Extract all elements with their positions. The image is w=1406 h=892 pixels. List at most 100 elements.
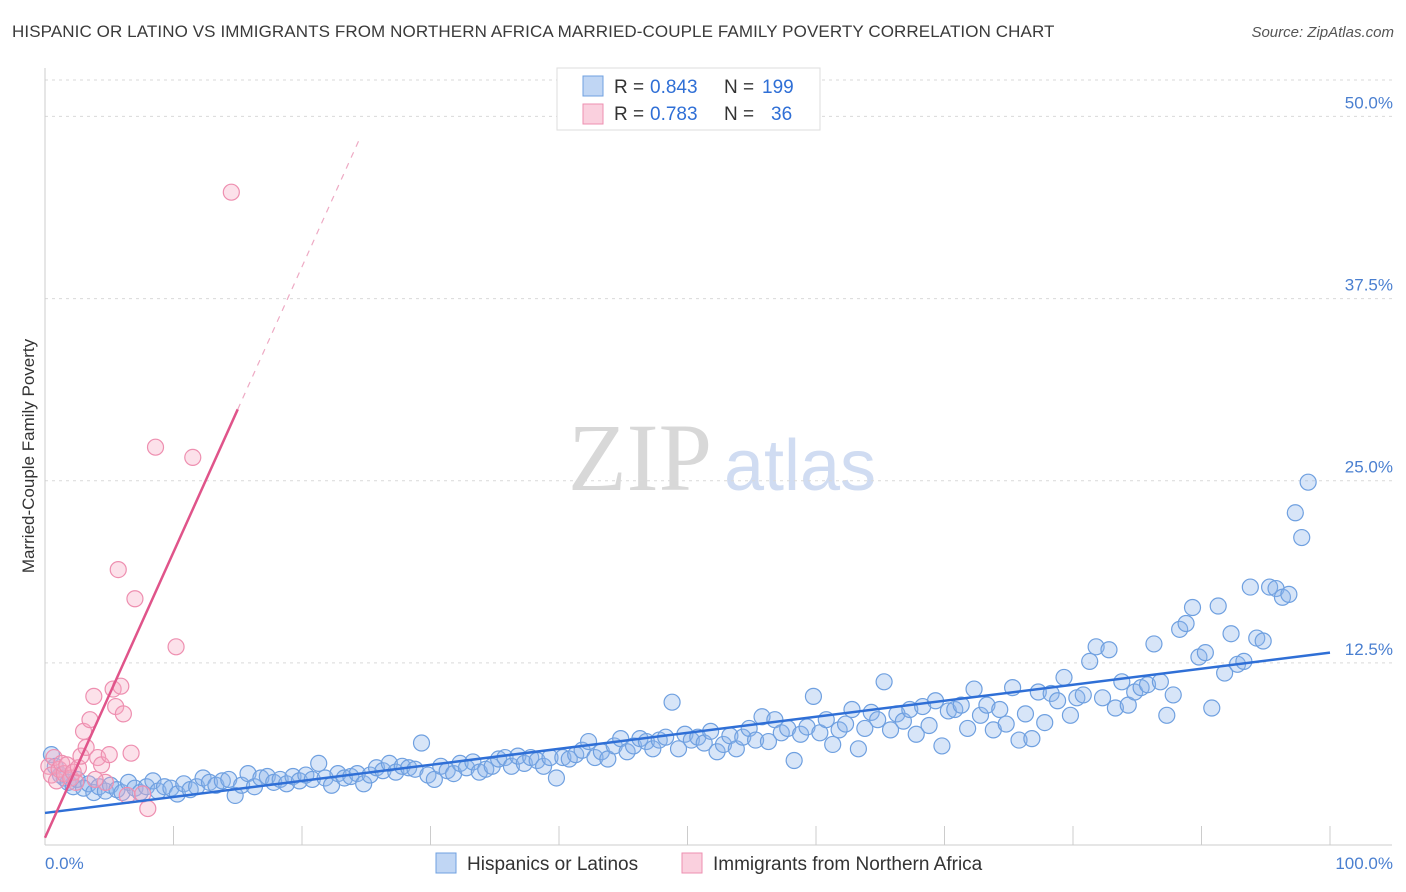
point-hispanics <box>849 740 868 758</box>
point-hispanics <box>1241 578 1259 596</box>
point-northern-africa <box>100 746 118 764</box>
point-hispanics <box>1235 652 1253 671</box>
y-tick-label: 50.0% <box>1345 93 1393 112</box>
point-northern-africa <box>122 744 140 762</box>
bottom-legend-label-hispanics: Hispanics or Latinos <box>467 854 638 875</box>
point-hispanics <box>824 735 842 754</box>
point-hispanics <box>907 725 925 743</box>
point-hispanics <box>881 721 900 739</box>
point-northern-africa <box>167 638 185 656</box>
point-hispanics <box>1016 705 1035 723</box>
point-hispanics <box>971 706 990 724</box>
point-hispanics <box>991 700 1009 719</box>
trend-lines <box>43 138 1331 839</box>
watermark: ZIP atlas <box>568 404 876 511</box>
point-hispanics <box>952 696 970 714</box>
bottom-legend-swatch-pink <box>681 852 703 874</box>
axes <box>44 68 1392 846</box>
point-hispanics <box>1171 620 1189 638</box>
point-hispanics <box>1138 676 1157 694</box>
point-hispanics <box>869 711 887 729</box>
point-hispanics <box>1286 504 1304 522</box>
legend-n-value-2: 36 <box>771 104 792 125</box>
trend-line-hispanics <box>44 651 1331 815</box>
point-hispanics <box>586 748 604 767</box>
point-northern-africa <box>139 799 157 818</box>
point-hispanics <box>753 708 771 726</box>
point-hispanics <box>1158 706 1176 724</box>
point-hispanics <box>1196 644 1214 662</box>
trend-line-northern-africa-extension <box>237 138 361 410</box>
series-hispanics-points <box>42 473 1317 805</box>
point-hispanics <box>1261 578 1279 596</box>
x-tick-labels: 0.0% 100.0% <box>45 854 1393 873</box>
point-hispanics <box>1203 699 1221 717</box>
point-hispanics <box>1093 689 1112 707</box>
point-hispanics <box>1280 585 1298 603</box>
point-hispanics <box>155 778 174 796</box>
point-hispanics <box>515 754 533 773</box>
legend-r-value-1: 0.843 <box>650 77 698 98</box>
x-tick-label-max: 100.0% <box>1335 854 1393 873</box>
point-hispanics <box>547 769 566 787</box>
point-northern-africa <box>126 590 144 608</box>
point-hispanics <box>1164 686 1182 704</box>
source-label: Source: ZipAtlas.com <box>1251 24 1394 41</box>
point-hispanics <box>534 757 553 775</box>
chart-title: HISPANIC OR LATINO VS IMMIGRANTS FROM NO… <box>12 22 1055 41</box>
point-hispanics <box>1074 686 1092 704</box>
point-northern-africa <box>222 183 240 201</box>
point-hispanics <box>213 772 231 790</box>
point-hispanics <box>226 786 244 805</box>
point-hispanics <box>669 740 688 758</box>
point-hispanics <box>1209 597 1227 615</box>
point-hispanics <box>1087 638 1105 656</box>
point-northern-africa <box>184 448 202 466</box>
bottom-legend-swatch-blue <box>435 852 457 874</box>
legend-n-label-2: N = <box>724 104 754 125</box>
point-hispanics <box>997 715 1015 733</box>
point-hispanics <box>1055 668 1073 687</box>
legend-swatch-blue <box>582 75 604 97</box>
series-northern-africa-points <box>40 183 240 818</box>
point-hispanics <box>1254 632 1272 650</box>
point-northern-africa <box>86 770 104 789</box>
point-hispanics <box>759 732 778 751</box>
point-hispanics <box>856 719 874 738</box>
point-hispanics <box>1177 614 1195 633</box>
gridlines <box>45 79 1392 664</box>
legend-r-label-1: R = <box>614 77 644 98</box>
bottom-legend-label-northern-africa: Immigrants from Northern Africa <box>713 854 983 875</box>
point-hispanics <box>1145 635 1163 653</box>
y-tick-label: 25.0% <box>1345 458 1393 477</box>
point-hispanics <box>920 716 938 735</box>
point-hispanics <box>113 783 131 802</box>
legend-r-value-2: 0.783 <box>650 104 698 125</box>
legend-n-label-1: N = <box>724 77 754 98</box>
watermark-zip: ZIP <box>568 404 712 511</box>
point-hispanics <box>412 734 431 752</box>
point-hispanics <box>1023 730 1041 748</box>
bottom-legend: Hispanics or Latinos Immigrants from Nor… <box>435 852 983 875</box>
point-hispanics <box>1183 598 1202 617</box>
point-northern-africa <box>114 705 132 723</box>
point-hispanics <box>734 728 752 746</box>
point-hispanics <box>310 754 328 773</box>
point-hispanics <box>785 751 803 770</box>
point-hispanics <box>502 757 521 775</box>
point-hispanics <box>965 680 983 698</box>
point-hispanics <box>644 740 662 758</box>
point-hispanics <box>1010 731 1028 749</box>
point-northern-africa <box>85 687 103 705</box>
point-hispanics <box>804 687 823 705</box>
point-northern-africa <box>109 560 127 579</box>
y-tick-label: 37.5% <box>1345 276 1393 295</box>
x-tick-label-min: 0.0% <box>45 854 84 873</box>
point-hispanics <box>1061 706 1080 724</box>
point-hispanics <box>618 743 636 761</box>
watermark-atlas: atlas <box>724 426 876 506</box>
point-hispanics <box>978 696 996 714</box>
point-hispanics <box>1293 528 1311 547</box>
top-legend: R = 0.843 N = 199 R = 0.783 N = 36 <box>556 67 821 131</box>
